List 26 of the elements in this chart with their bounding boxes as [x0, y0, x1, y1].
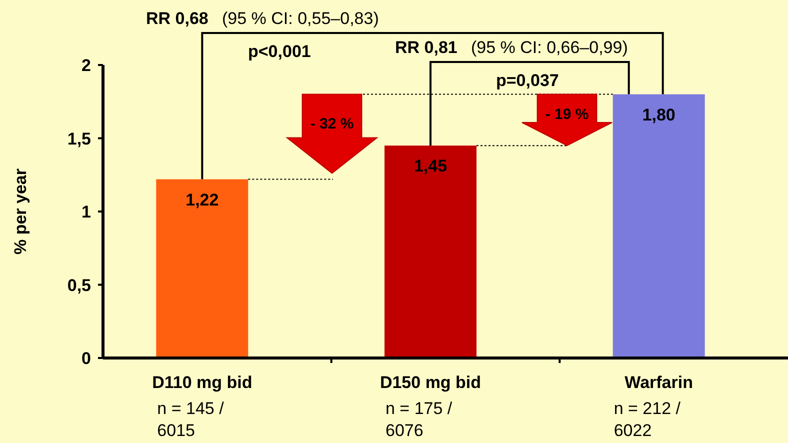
y-axis-title: % per year: [11, 168, 30, 254]
y-tick-label: 2: [82, 56, 91, 75]
text: p<0,001: [248, 42, 311, 61]
data-label: 1,80: [642, 105, 676, 124]
text: (95 % CI: 0,55–0,83): [222, 9, 379, 28]
text: RR 0,68: [146, 9, 208, 28]
annotation: p=0,037: [496, 71, 559, 90]
bar: [384, 146, 476, 358]
data-label: 1,22: [186, 190, 219, 210]
x-tick-label: D150 mg bid: [380, 373, 482, 392]
y-tick-label: 1: [82, 202, 91, 222]
data-label: 1,45: [414, 156, 448, 176]
annotation: - 32 %: [310, 115, 354, 132]
text: (95 % CI: 0,66–0,99): [471, 38, 628, 57]
bar: [612, 94, 705, 358]
text: n = 212 / 6022: [614, 399, 681, 440]
y-tick-label: 0,5: [67, 276, 91, 295]
annotation: - 19 %: [545, 106, 589, 124]
x-tick-label: Warfarin: [624, 373, 693, 392]
y-tick-label: 1,5: [67, 129, 91, 148]
text: n = 145 / 6015: [157, 399, 224, 440]
text: n = 175 / 6076: [386, 399, 452, 440]
text: RR 0,81: [395, 38, 458, 57]
x-tick-label: D110 mg bid: [152, 373, 252, 392]
y-tick-label: 0: [82, 349, 91, 368]
bar: [156, 179, 248, 358]
